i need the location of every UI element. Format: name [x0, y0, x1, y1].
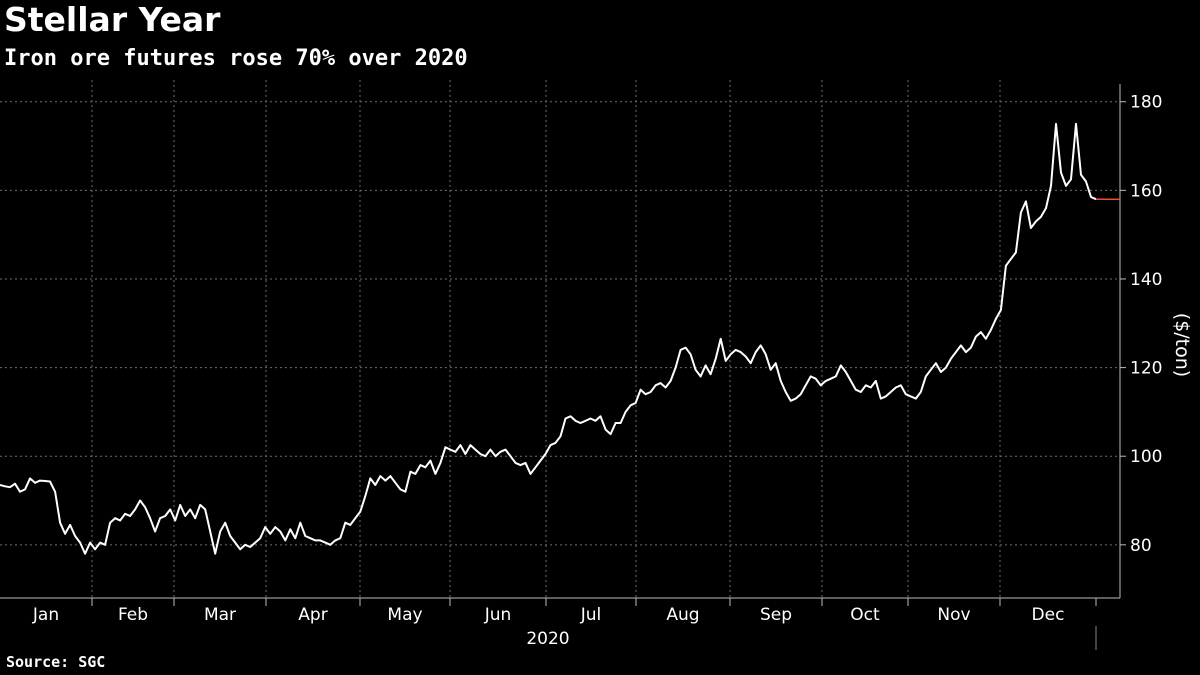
- y-tick-label: 120: [1130, 359, 1162, 379]
- x-tick-label: Jul: [580, 605, 602, 625]
- x-tick-label: Apr: [298, 605, 327, 625]
- grid: [0, 80, 1120, 598]
- y-tick-label: 180: [1130, 93, 1162, 113]
- x-tick-label: Oct: [850, 605, 880, 625]
- x-tick-label: Nov: [937, 605, 970, 625]
- y-axis-label: ($/ton): [1171, 313, 1193, 377]
- chart-subtitle: Iron ore futures rose 70% over 2020: [4, 46, 468, 71]
- y-tick-label: 80: [1130, 536, 1152, 556]
- x-tick-label: Sep: [760, 605, 792, 625]
- x-tick-label: Jan: [32, 605, 59, 625]
- y-tick-label: 160: [1130, 181, 1162, 201]
- x-tick-label: Feb: [118, 605, 148, 625]
- source-note: Source: SGC: [6, 653, 106, 671]
- y-tick-label: 100: [1130, 447, 1162, 467]
- x-axis-label: 2020: [526, 629, 569, 649]
- chart-title: Stellar Year: [4, 0, 221, 39]
- x-tick-label: Aug: [666, 605, 699, 625]
- series-layer: [0, 122, 1120, 555]
- series-line: [0, 122, 1097, 555]
- axes: 80 100 120 140 160 180 Jan Feb Mar Apr May Jun Jul Au…: [0, 84, 1162, 650]
- y-tick-label: 140: [1130, 270, 1162, 290]
- x-tick-label: Dec: [1032, 605, 1065, 625]
- x-tick-label: Mar: [204, 605, 236, 625]
- x-tick-label: May: [387, 605, 422, 625]
- x-tick-label: Jun: [484, 605, 512, 625]
